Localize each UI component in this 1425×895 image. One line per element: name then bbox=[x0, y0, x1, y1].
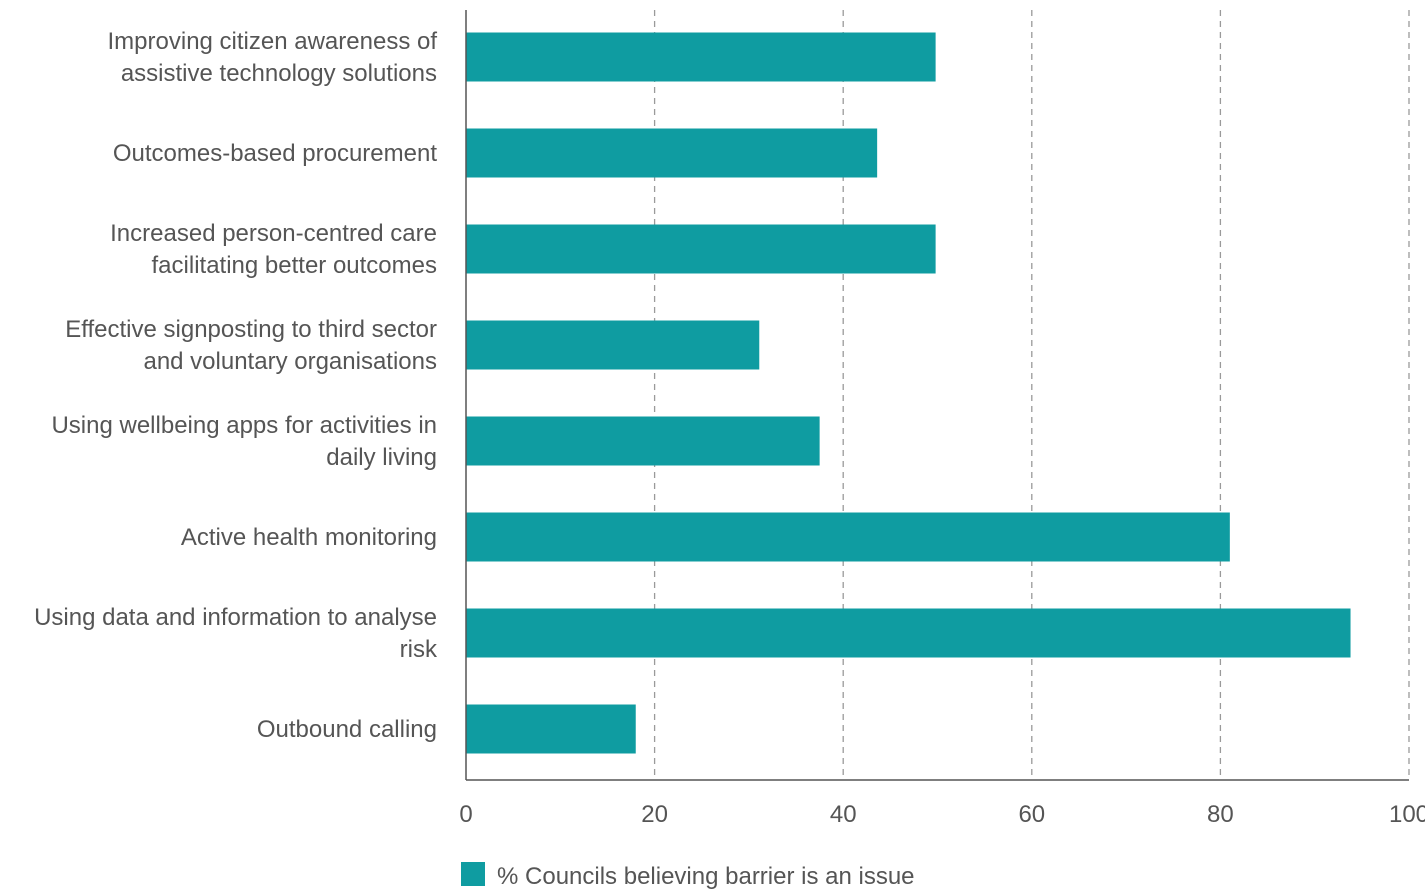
category-label-line: risk bbox=[400, 636, 438, 663]
category-label-line: and voluntary organisations bbox=[143, 348, 437, 375]
bar bbox=[466, 704, 636, 754]
category-label: Using wellbeing apps for activities in da… bbox=[51, 412, 437, 471]
category-label: Effective signposting to third sector and… bbox=[65, 316, 437, 375]
x-tick-label: 60 bbox=[1018, 801, 1045, 828]
axes bbox=[465, 10, 1409, 781]
category-label: Increased person-centred care facilitatin… bbox=[110, 220, 437, 279]
category-label: Outcomes-based procurement bbox=[113, 140, 437, 167]
bar bbox=[466, 224, 936, 274]
category-label-line: Effective signposting to third sector bbox=[65, 316, 437, 343]
x-tick-label: 20 bbox=[641, 801, 668, 828]
legend: % Councils believing barrier is an issue bbox=[461, 862, 915, 890]
bar bbox=[466, 32, 936, 82]
category-label: Outbound calling bbox=[257, 716, 437, 743]
gridlines bbox=[653, 10, 1410, 780]
category-label-line: assistive technology solutions bbox=[121, 60, 437, 87]
category-label-line: Active health monitoring bbox=[181, 524, 437, 551]
category-label-line: Improving citizen awareness of bbox=[108, 28, 438, 55]
category-label-line: Using wellbeing apps for activities in bbox=[51, 412, 437, 439]
category-label-line: daily living bbox=[326, 444, 437, 471]
x-tick-label: 40 bbox=[830, 801, 857, 828]
category-label: Using data and information to analyse ris… bbox=[34, 604, 438, 663]
x-tick-labels: 0 20 40 60 80 100 bbox=[459, 801, 1425, 828]
bar bbox=[466, 512, 1230, 562]
bar bbox=[466, 320, 760, 370]
legend-swatch bbox=[461, 862, 485, 886]
x-tick-label: 0 bbox=[459, 801, 472, 828]
category-label-line: facilitating better outcomes bbox=[152, 252, 437, 279]
category-label-line: Outbound calling bbox=[257, 716, 437, 743]
category-labels: Improving citizen awareness of assistive … bbox=[34, 28, 438, 743]
bar bbox=[466, 608, 1351, 658]
category-label-line: Outcomes-based procurement bbox=[113, 140, 437, 167]
bars bbox=[466, 32, 1351, 754]
category-label: Improving citizen awareness of assistive … bbox=[108, 28, 438, 87]
legend-label: % Councils believing barrier is an issue bbox=[497, 863, 915, 890]
bar bbox=[466, 416, 820, 466]
category-label-line: Increased person-centred care bbox=[110, 220, 437, 247]
bar bbox=[466, 128, 878, 178]
x-tick-label: 100 bbox=[1389, 801, 1425, 828]
category-label: Active health monitoring bbox=[181, 524, 437, 551]
category-label-line: Using data and information to analyse bbox=[34, 604, 437, 631]
x-tick-label: 80 bbox=[1207, 801, 1234, 828]
